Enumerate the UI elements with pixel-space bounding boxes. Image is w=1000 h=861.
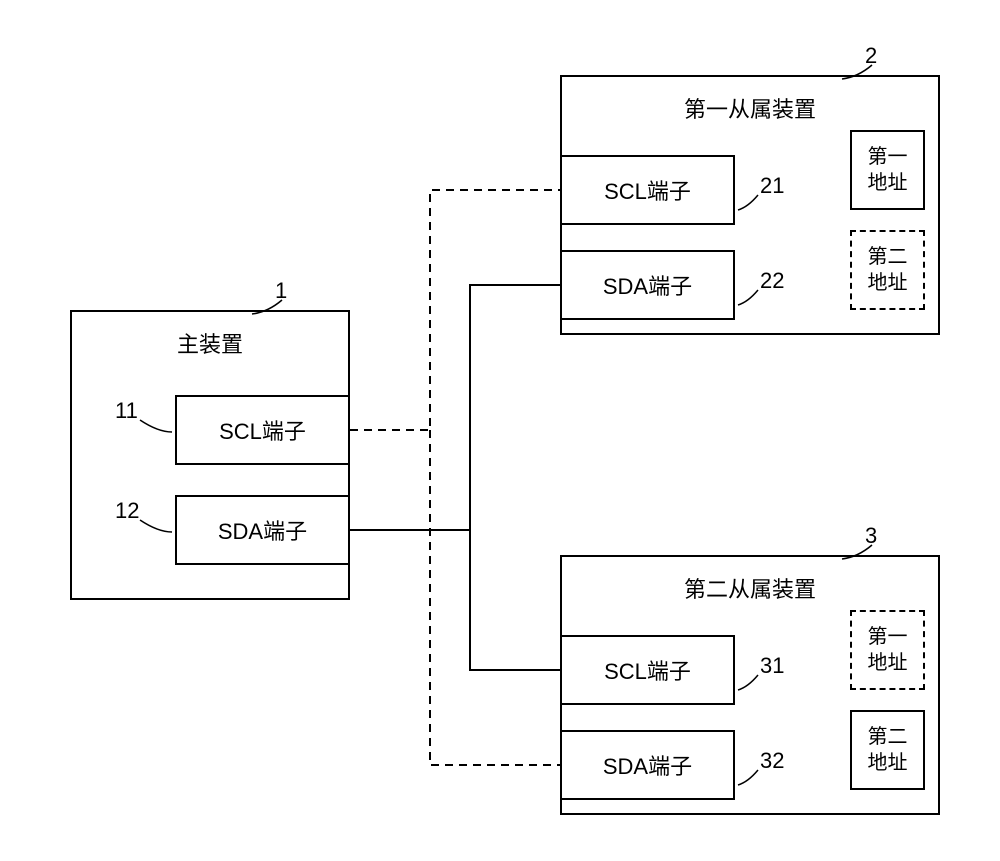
- slave1-addr2-label: 第二地址: [868, 244, 908, 296]
- slave2-sda-label: SDA端子: [603, 749, 692, 781]
- slave2-scl-num: 31: [760, 653, 784, 679]
- slave2-addr2-label: 第二地址: [868, 724, 908, 776]
- slave2-scl-terminal: SCL端子: [560, 635, 735, 705]
- slave1-addr1: 第一地址: [850, 130, 925, 210]
- slave1-addr1-label: 第一地址: [868, 144, 908, 196]
- sda-wire: [350, 285, 560, 670]
- master-num: 1: [275, 278, 287, 304]
- slave2-scl-label: SCL端子: [604, 654, 691, 686]
- slave1-scl-terminal: SCL端子: [560, 155, 735, 225]
- master-scl-num: 11: [115, 398, 138, 424]
- slave2-addr2: 第二地址: [850, 710, 925, 790]
- slave1-scl-num: 21: [760, 173, 784, 199]
- slave1-addr2: 第二地址: [850, 230, 925, 310]
- scl-wire: [350, 190, 560, 765]
- slave1-num: 2: [865, 43, 877, 69]
- slave2-sda-terminal: SDA端子: [560, 730, 735, 800]
- slave1-sda-label: SDA端子: [603, 269, 692, 301]
- master-sda-num: 12: [115, 498, 139, 524]
- master-sda-terminal: SDA端子: [175, 495, 350, 565]
- slave1-scl-label: SCL端子: [604, 174, 691, 206]
- master-title: 主装置: [72, 327, 348, 359]
- slave2-addr1-label: 第一地址: [868, 624, 908, 676]
- slave2-num: 3: [865, 523, 877, 549]
- slave2-sda-num: 32: [760, 748, 784, 774]
- slave2-addr1: 第一地址: [850, 610, 925, 690]
- master-sda-label: SDA端子: [218, 514, 307, 546]
- slave1-title: 第一从属装置: [562, 92, 938, 124]
- master-scl-label: SCL端子: [219, 414, 306, 446]
- master-scl-terminal: SCL端子: [175, 395, 350, 465]
- slave1-sda-num: 22: [760, 268, 784, 294]
- slave2-title: 第二从属装置: [562, 572, 938, 604]
- slave1-sda-terminal: SDA端子: [560, 250, 735, 320]
